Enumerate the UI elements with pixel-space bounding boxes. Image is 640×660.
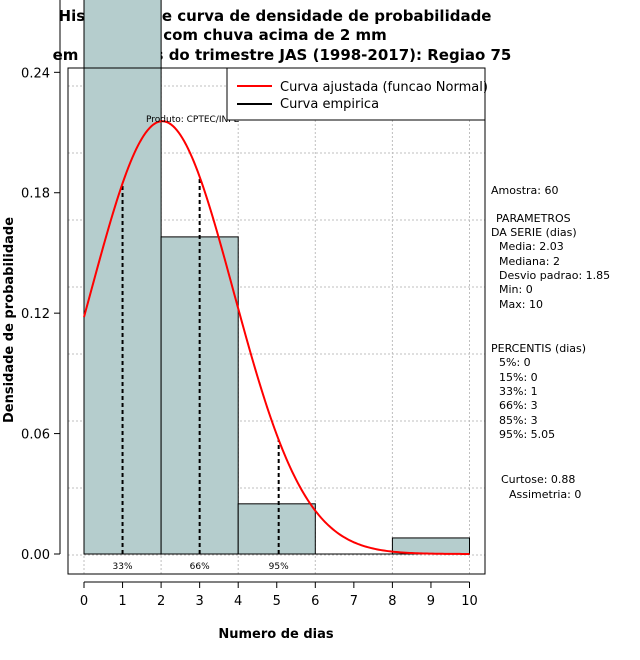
stat-param-title1: PARAMETROS bbox=[496, 212, 571, 225]
stat-desvio: Desvio padrao: 1.85 bbox=[499, 269, 610, 282]
x-tick-label: 9 bbox=[427, 594, 435, 609]
y-tick-label: 0.06 bbox=[21, 428, 50, 443]
stat-p95: 95%: 5.05 bbox=[499, 428, 555, 441]
legend-empirical-label: Curva empirica bbox=[280, 97, 379, 112]
percentile-lines: 33% 66% 95% bbox=[113, 176, 289, 572]
x-tick-label: 3 bbox=[196, 594, 204, 609]
y-axis: 0.000.060.120.180.240.30 bbox=[21, 0, 61, 563]
stat-amostra: Amostra: 60 bbox=[491, 184, 558, 197]
x-tick-label: 2 bbox=[157, 594, 165, 609]
stat-max: Max: 10 bbox=[499, 298, 543, 311]
percentile-label: 66% bbox=[190, 562, 210, 572]
x-tick-label: 7 bbox=[350, 594, 358, 609]
x-tick-label: 6 bbox=[311, 594, 319, 609]
legend-box bbox=[226, 67, 486, 121]
stats-panel: Amostra: 60 PARAMETROS DA SERIE (dias) M… bbox=[491, 184, 610, 501]
y-tick-label: 0.00 bbox=[21, 548, 50, 563]
stat-media: Media: 2.03 bbox=[499, 240, 564, 253]
y-tick-label: 0.24 bbox=[21, 66, 50, 81]
legend-fit-label: Curva ajustada (funcao Normal) bbox=[280, 80, 488, 95]
stat-p15: 15%: 0 bbox=[499, 371, 538, 384]
x-tick-label: 1 bbox=[118, 594, 126, 609]
x-tick-label: 8 bbox=[388, 594, 396, 609]
x-tick-label: 0 bbox=[80, 594, 88, 609]
histogram-bar bbox=[237, 503, 316, 555]
stat-assimetria: Assimetria: 0 bbox=[509, 488, 581, 501]
y-tick-label: 0.18 bbox=[21, 187, 50, 202]
chart-title-line2: com chuva acima de 2 mm bbox=[163, 26, 387, 44]
y-tick-label: 0.12 bbox=[21, 307, 50, 322]
stat-p66: 66%: 3 bbox=[499, 399, 538, 412]
x-tick-label: 5 bbox=[273, 594, 281, 609]
stat-p33: 33%: 1 bbox=[499, 385, 538, 398]
x-tick-label: 10 bbox=[461, 594, 478, 609]
percentile-label: 95% bbox=[269, 562, 289, 572]
stat-mediana: Mediana: 2 bbox=[499, 255, 560, 268]
legend: Curva ajustada (funcao Normal) Curva emp… bbox=[226, 67, 488, 121]
credit-text: Produto: CPTEC/INPE bbox=[146, 115, 240, 125]
x-axis: 0 1 2 3 4 5 6 7 8 9 10 bbox=[80, 581, 478, 609]
x-tick-label: 4 bbox=[234, 594, 242, 609]
stat-param-title2: DA SERIE (dias) bbox=[491, 226, 577, 239]
chart-title-line1: Histograma e curva de densidade de proba… bbox=[59, 7, 492, 25]
y-axis-label: Densidade de probabilidade bbox=[2, 217, 17, 423]
stat-p85: 85%: 3 bbox=[499, 414, 538, 427]
histogram-bar bbox=[391, 537, 470, 555]
stat-curtose: Curtose: 0.88 bbox=[501, 473, 575, 486]
chart-title-line3: em cada mes do trimestre JAS (1998-2017)… bbox=[53, 46, 512, 64]
stat-perc-title: PERCENTIS (dias) bbox=[491, 342, 586, 355]
x-axis-label: Numero de dias bbox=[218, 627, 334, 642]
normal-fit-curve bbox=[83, 120, 470, 555]
percentile-label: 33% bbox=[113, 562, 133, 572]
stat-min: Min: 0 bbox=[499, 283, 533, 296]
stat-p5: 5%: 0 bbox=[499, 356, 531, 369]
